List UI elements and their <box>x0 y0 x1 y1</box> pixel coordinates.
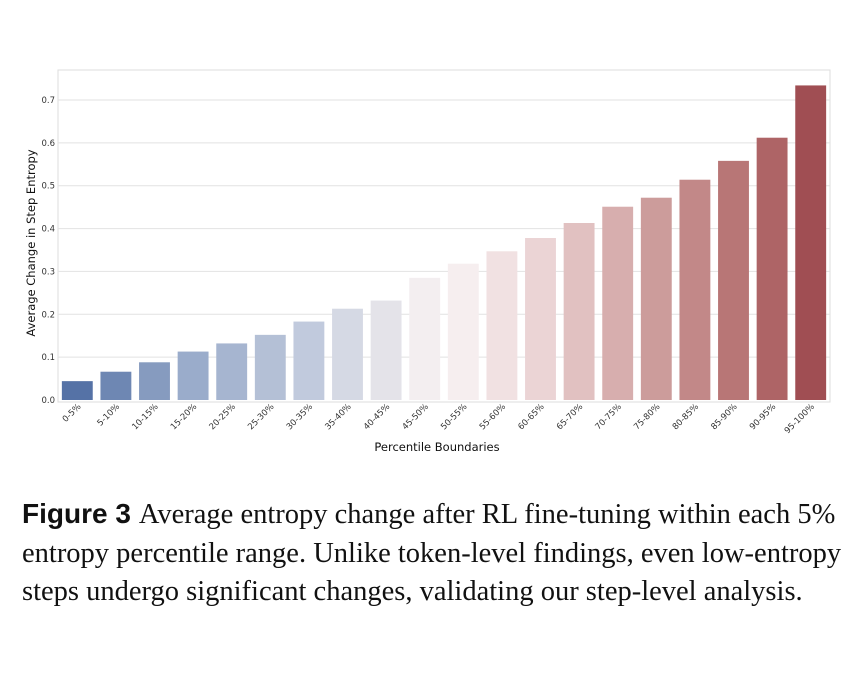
x-tick-label: 45-50% <box>401 402 431 432</box>
x-tick-label: 15-20% <box>169 402 199 432</box>
x-tick-label: 40-45% <box>362 402 392 432</box>
plot-area <box>57 69 831 403</box>
bars <box>61 85 827 400</box>
x-tick-label: 85-90% <box>709 402 739 432</box>
y-tick-label: 0.5 <box>41 182 55 192</box>
x-tick-label: 25-30% <box>246 402 276 432</box>
y-tick-labels: 0.0 0.1 0.2 0.3 0.4 0.5 0.6 0.7 <box>41 96 55 406</box>
bar-95-100% <box>795 85 827 400</box>
bar-20-25% <box>216 343 248 400</box>
bar-chart: 0.0 0.1 0.2 0.3 0.4 0.5 0.6 0.7 0-5% 5-10% 10-15%… <box>24 69 831 454</box>
x-tick-label: 5-10% <box>96 402 122 428</box>
x-tick-label: 55-60% <box>478 402 508 432</box>
bar-60-65% <box>525 238 556 400</box>
bar-90-95% <box>756 137 788 400</box>
bar-15-20% <box>177 351 209 400</box>
y-axis-label: Average Change in Step Entropy <box>24 149 38 336</box>
bar-50-55% <box>447 263 479 400</box>
y-tick-label: 0.0 <box>41 396 55 406</box>
x-axis-label: Percentile Boundaries <box>374 440 499 454</box>
y-tick-label: 0.2 <box>41 310 55 320</box>
y-tick-label: 0.1 <box>41 353 55 363</box>
bar-80-85% <box>679 179 711 400</box>
y-tick-label: 0.7 <box>41 96 55 106</box>
x-tick-label: 75-80% <box>632 402 662 432</box>
x-tick-label: 95-100% <box>783 402 817 436</box>
bar-75-80% <box>640 197 672 400</box>
y-tick-label: 0.4 <box>41 225 55 235</box>
bar-35-40% <box>332 308 363 400</box>
x-tick-labels: 0-5% 5-10% 10-15% 15-20% 20-25% 25-30% 30-35% 3… <box>61 402 817 436</box>
bar-0-5% <box>61 381 93 400</box>
bar-45-50% <box>409 277 441 400</box>
bar-30-35% <box>293 321 325 400</box>
x-tick-label: 60-65% <box>516 402 546 432</box>
x-tick-label: 70-75% <box>594 402 624 432</box>
x-tick-label: 65-70% <box>555 402 585 432</box>
x-tick-label: 0-5% <box>61 402 84 425</box>
caption-text: Average entropy change after RL fine-tun… <box>22 499 842 607</box>
y-tick-label: 0.3 <box>41 267 55 277</box>
x-tick-label: 90-95% <box>748 402 778 432</box>
gridlines <box>58 99 830 358</box>
x-tick-label: 80-85% <box>671 402 701 432</box>
figure-caption: Figure 3 Average entropy change after RL … <box>22 495 842 612</box>
bar-85-90% <box>718 160 749 400</box>
bar-55-60% <box>486 251 518 400</box>
bar-40-45% <box>370 300 402 400</box>
x-tick-label: 10-15% <box>130 402 160 432</box>
bar-65-70% <box>563 223 595 400</box>
y-tick-label: 0.6 <box>41 139 55 149</box>
bar-5-10% <box>100 371 132 400</box>
figure-label: Figure 3 <box>22 498 131 529</box>
bar-25-30% <box>254 334 286 400</box>
x-tick-label: 50-55% <box>439 402 469 432</box>
x-tick-label: 30-35% <box>285 402 315 432</box>
bar-70-75% <box>602 206 634 400</box>
bar-10-15% <box>139 362 170 400</box>
x-tick-label: 35-40% <box>323 402 353 432</box>
x-tick-label: 20-25% <box>208 402 238 432</box>
